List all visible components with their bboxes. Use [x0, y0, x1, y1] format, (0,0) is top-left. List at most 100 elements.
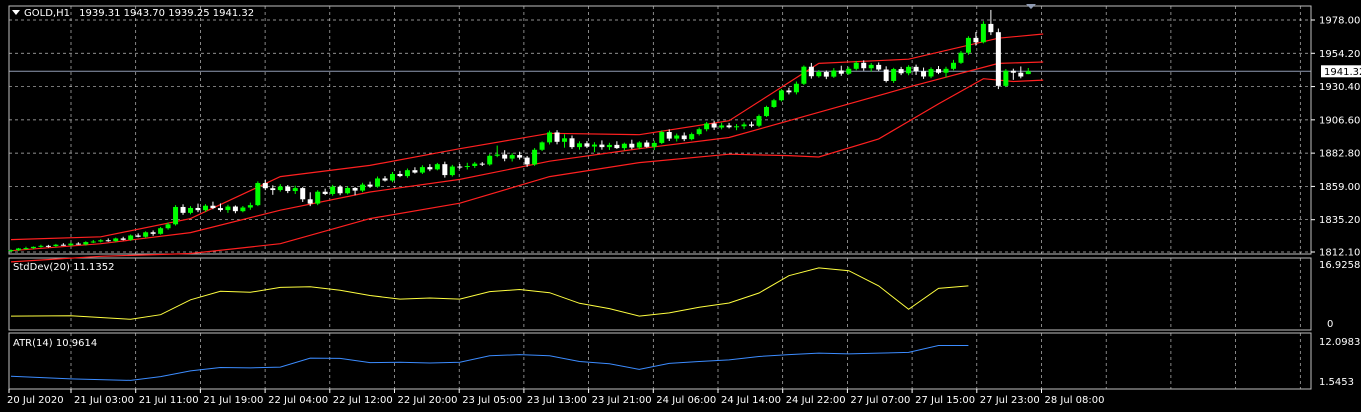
- candle-body: [449, 166, 455, 176]
- candle-body: [1018, 72, 1024, 77]
- time-tick-label: 21 Jul 03:00: [74, 395, 134, 406]
- candle-body: [793, 83, 799, 93]
- candle-body: [554, 132, 560, 142]
- current-price-label: 1941.32: [1324, 67, 1361, 78]
- candle-body: [734, 126, 740, 128]
- candle-body: [659, 132, 665, 143]
- candle-body: [921, 71, 927, 77]
- time-tick-label: 21 Jul 11:00: [139, 395, 199, 406]
- candle-body: [576, 143, 582, 148]
- panel-frame-0: [8, 5, 1312, 255]
- candle-body: [375, 178, 381, 187]
- candle-body: [704, 123, 710, 130]
- candle-body: [300, 188, 306, 200]
- price-tick-label: 1812.10: [1319, 248, 1360, 259]
- candle-body: [816, 72, 822, 77]
- candle-body: [883, 69, 889, 81]
- ohlc-values: 1939.31 1943.70 1939.25 1941.32: [79, 8, 254, 19]
- panel-frames: [8, 5, 1312, 390]
- atr-line: [10, 345, 969, 381]
- candle-body: [906, 66, 912, 74]
- time-tick-label: 24 Jul 22:00: [786, 395, 846, 406]
- candle-body: [494, 154, 500, 156]
- candle-body: [666, 132, 672, 139]
- candle-body: [68, 243, 74, 246]
- candle-body: [980, 23, 986, 43]
- candle-body: [958, 52, 964, 63]
- candle-body: [898, 69, 904, 74]
- candle-body: [502, 154, 508, 159]
- candle-body: [479, 163, 485, 165]
- candle-body: [367, 184, 373, 187]
- time-tick-label: 27 Jul 15:00: [915, 395, 975, 406]
- candle-body: [928, 69, 934, 77]
- candle-body: [150, 232, 156, 234]
- candle-body: [337, 186, 343, 194]
- candle-body: [1010, 70, 1016, 73]
- candle-body: [936, 69, 942, 73]
- candle-body: [749, 124, 755, 126]
- candle-body: [307, 199, 313, 204]
- time-tick-label: 27 Jul 23:00: [980, 395, 1040, 406]
- candle-body: [726, 125, 732, 128]
- candle-body: [681, 135, 687, 140]
- candle-body: [38, 245, 44, 247]
- candle-body: [464, 165, 470, 167]
- symbol-name: GOLD,H1: [24, 8, 70, 19]
- candle-body: [53, 244, 59, 246]
- candle-body: [487, 155, 493, 165]
- candle-body: [651, 142, 657, 147]
- time-tick-label: 22 Jul 12:00: [333, 395, 393, 406]
- candle-body: [389, 173, 395, 181]
- candle-body: [457, 166, 463, 168]
- candle-body: [913, 66, 919, 72]
- candle-body: [277, 186, 283, 191]
- candle-body: [255, 183, 261, 206]
- time-tick-label: 27 Jul 07:00: [850, 395, 910, 406]
- chart-shift-marker-icon[interactable]: [1026, 4, 1036, 9]
- candle-body: [412, 170, 418, 173]
- candle-body: [75, 243, 81, 245]
- candle-body: [763, 106, 769, 117]
- stddev-label: StdDev(20) 11.1352: [13, 262, 114, 273]
- time-tick-label: 23 Jul 05:00: [462, 395, 522, 406]
- candle-body: [1003, 70, 1009, 86]
- candle-body: [188, 207, 194, 213]
- candle-body: [853, 62, 859, 69]
- candle-body: [756, 116, 762, 126]
- panel-frame-1: [8, 257, 1312, 331]
- stddev-min-label: 0: [1327, 319, 1333, 330]
- candle-body: [891, 69, 897, 81]
- candle-body: [584, 143, 590, 147]
- candle-body: [636, 142, 642, 148]
- candle-body: [285, 186, 291, 192]
- candle-body: [345, 187, 351, 194]
- candle-body: [876, 64, 882, 70]
- candle-body: [689, 134, 695, 140]
- candle-body: [995, 32, 1001, 86]
- candle-body: [98, 240, 104, 242]
- candle-body: [247, 205, 253, 208]
- candle-body: [1025, 71, 1031, 75]
- candle-body: [330, 186, 336, 194]
- candle-body: [315, 191, 321, 204]
- candle-body: [771, 100, 777, 107]
- menu-triangle-icon[interactable]: [12, 10, 20, 15]
- candle-body: [128, 235, 134, 240]
- candle-body: [532, 149, 538, 165]
- time-tick-label: 23 Jul 21:00: [592, 395, 652, 406]
- atr-max-label: 12.0983: [1319, 337, 1360, 348]
- candle-body: [950, 62, 956, 69]
- candle-body: [143, 232, 149, 237]
- candle-body: [352, 187, 358, 191]
- candle-body: [419, 167, 425, 173]
- candle-body: [591, 144, 597, 147]
- time-tick-label: 23 Jul 13:00: [527, 395, 587, 406]
- candle-body: [629, 143, 635, 148]
- candle-body: [83, 242, 89, 245]
- candle-body: [846, 68, 852, 74]
- candle-body: [360, 184, 366, 191]
- candle-body: [15, 248, 21, 251]
- candle-body: [711, 123, 717, 128]
